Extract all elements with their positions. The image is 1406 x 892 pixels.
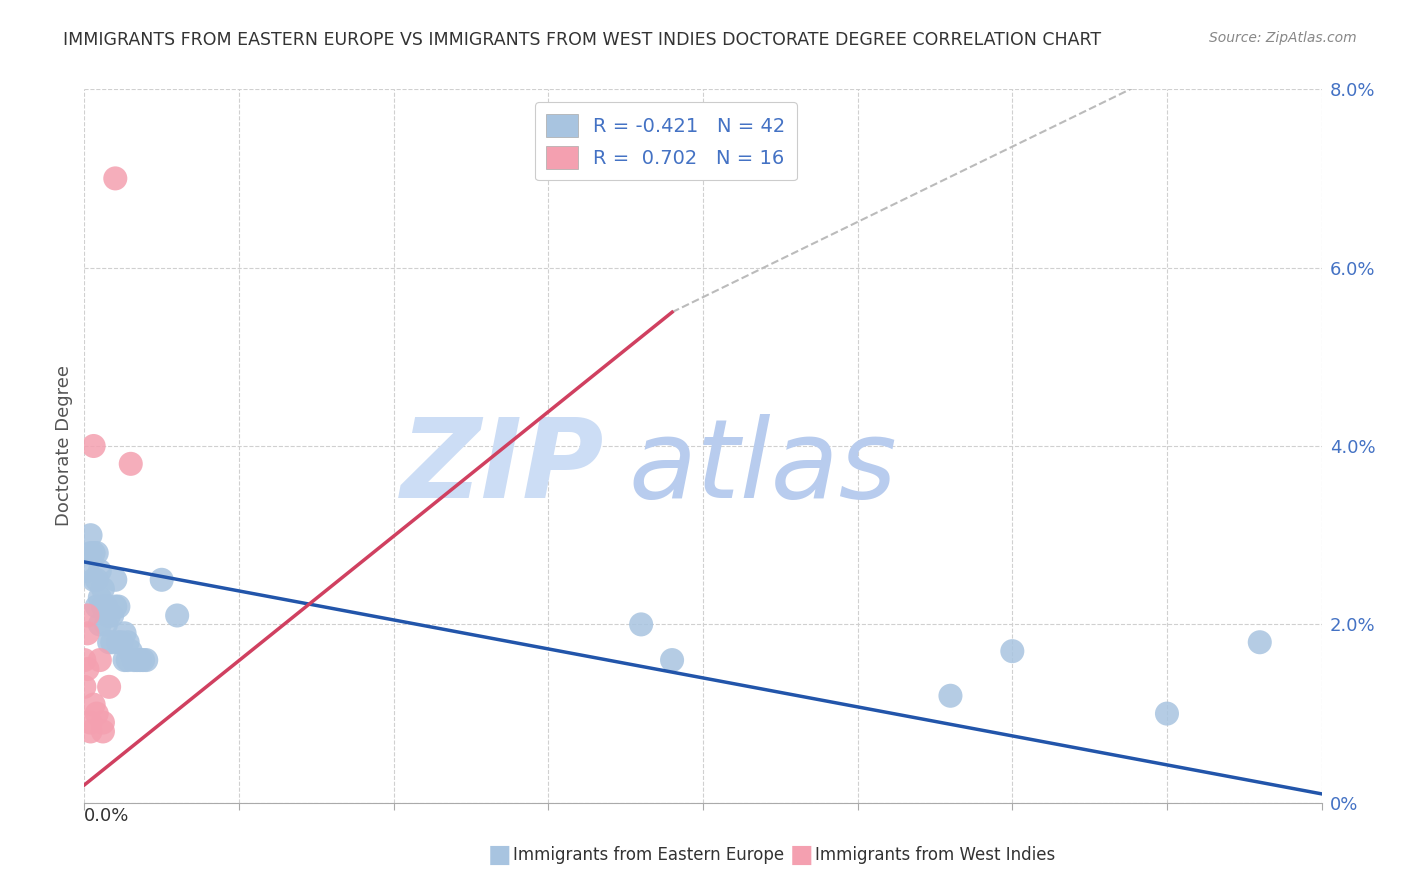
Point <box>94 599 117 614</box>
Point <box>91 715 114 730</box>
Point <box>73 653 96 667</box>
Point <box>101 635 124 649</box>
Point <box>79 528 101 542</box>
Point <box>132 653 155 667</box>
Point <box>135 653 157 667</box>
Point <box>83 439 105 453</box>
Text: IMMIGRANTS FROM EASTERN EUROPE VS IMMIGRANTS FROM WEST INDIES DOCTORATE DEGREE C: IMMIGRANTS FROM EASTERN EUROPE VS IMMIGR… <box>63 31 1101 49</box>
Point <box>76 564 98 578</box>
Point <box>91 724 114 739</box>
Point <box>91 599 114 614</box>
Point <box>89 653 111 667</box>
Point <box>89 617 111 632</box>
Point <box>91 582 114 596</box>
Point <box>104 573 127 587</box>
Point <box>86 546 108 560</box>
Text: Source: ZipAtlas.com: Source: ZipAtlas.com <box>1209 31 1357 45</box>
Point <box>107 635 129 649</box>
Point <box>79 546 101 560</box>
Point <box>1249 635 1271 649</box>
Point <box>83 573 105 587</box>
Point <box>125 653 148 667</box>
Point <box>939 689 962 703</box>
Point <box>98 635 121 649</box>
Text: ZIP: ZIP <box>401 414 605 521</box>
Point <box>104 599 127 614</box>
Point <box>120 457 142 471</box>
Point <box>86 573 108 587</box>
Point <box>76 626 98 640</box>
Point <box>117 653 139 667</box>
Text: ■: ■ <box>488 843 510 866</box>
Point <box>83 698 105 712</box>
Point <box>79 715 101 730</box>
Point <box>120 644 142 658</box>
Point <box>86 706 108 721</box>
Point <box>129 653 152 667</box>
Point <box>76 608 98 623</box>
Text: ■: ■ <box>790 843 813 866</box>
Point <box>89 591 111 605</box>
Y-axis label: Doctorate Degree: Doctorate Degree <box>55 366 73 526</box>
Point <box>94 617 117 632</box>
Point <box>122 653 145 667</box>
Point <box>76 662 98 676</box>
Point <box>661 653 683 667</box>
Point <box>1156 706 1178 721</box>
Point <box>107 599 129 614</box>
Point <box>79 724 101 739</box>
Point <box>104 171 127 186</box>
Point <box>89 564 111 578</box>
Point <box>86 599 108 614</box>
Point <box>98 608 121 623</box>
Point <box>630 617 652 632</box>
Point <box>73 680 96 694</box>
Point <box>101 608 124 623</box>
Point <box>114 626 136 640</box>
Point <box>1001 644 1024 658</box>
Text: 0.0%: 0.0% <box>84 807 129 825</box>
Point <box>83 546 105 560</box>
Point <box>98 680 121 694</box>
Text: Immigrants from Eastern Europe: Immigrants from Eastern Europe <box>513 846 785 863</box>
Text: Immigrants from West Indies: Immigrants from West Indies <box>815 846 1056 863</box>
Text: atlas: atlas <box>628 414 897 521</box>
Point <box>114 653 136 667</box>
Point <box>110 635 132 649</box>
Point <box>117 635 139 649</box>
Point <box>150 573 173 587</box>
Point <box>166 608 188 623</box>
Legend: R = -0.421   N = 42, R =  0.702   N = 16: R = -0.421 N = 42, R = 0.702 N = 16 <box>534 103 797 180</box>
